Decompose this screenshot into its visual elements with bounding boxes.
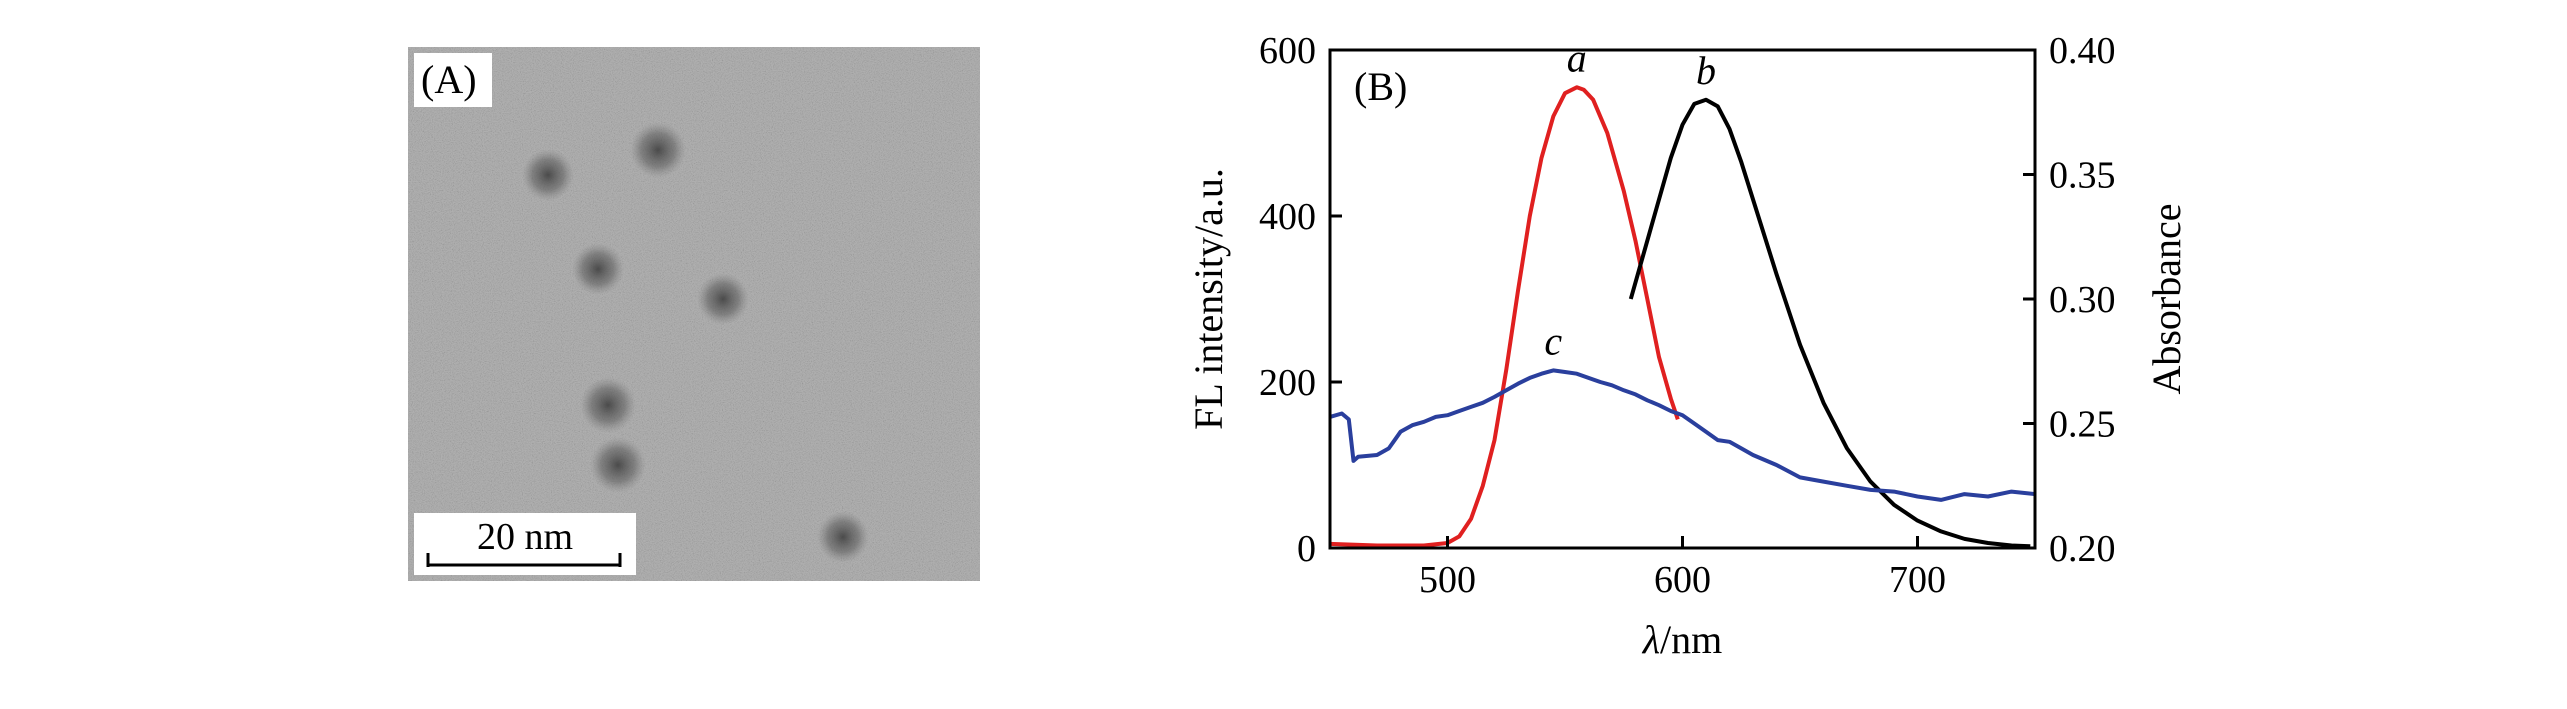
- panel-label-a: (A): [421, 57, 477, 102]
- x-tick-label: 700: [1889, 559, 1946, 601]
- series-b-line: [1628, 97, 2031, 549]
- scale-bar: [426, 553, 622, 567]
- y-tick-label: 400: [1259, 196, 1316, 238]
- y-tick-label: 0: [1297, 528, 1316, 570]
- nanoparticle: [590, 437, 646, 493]
- tem-micrograph-icon: (A) 20 nm: [408, 47, 980, 581]
- y2-tick-label: 0.20: [2049, 528, 2116, 570]
- y-tick-label: 200: [1259, 362, 1316, 404]
- x-axis-symbol: λ: [1642, 617, 1660, 662]
- y-tick-label: 600: [1259, 30, 1316, 72]
- nanoparticle: [817, 511, 869, 563]
- y-axis-title: FL intensity/a.u.: [1186, 168, 1231, 430]
- y2-tick-label: 0.25: [2049, 404, 2116, 446]
- spectra-chart: a b c 500 600 700 0 200 400 600 0.20 0.25 0.30 0.35 0…: [1186, 30, 2189, 662]
- nanoparticle: [572, 243, 624, 295]
- y2-axis-title: Absorbance: [2144, 203, 2189, 394]
- x-tick-label: 500: [1419, 559, 1476, 601]
- nanoparticle: [522, 149, 574, 201]
- series-b-label: b: [1696, 48, 1716, 93]
- tem-panel: (A) 20 nm: [408, 47, 980, 581]
- y2-tick-label: 0.30: [2049, 279, 2116, 321]
- nanoparticle: [630, 122, 686, 178]
- y2-tick-label: 0.35: [2049, 155, 2116, 197]
- series-c-line: [1329, 368, 2036, 502]
- nanoparticle: [580, 377, 636, 433]
- x-axis-unit: /nm: [1660, 617, 1722, 662]
- series-a-label: a: [1567, 35, 1587, 80]
- y2-tick-label: 0.40: [2049, 30, 2116, 72]
- spectra-chart-panel: a b c 500 600 700 0 200 400 600 0.20 0.25 0.30 0.35 0…: [1150, 20, 2210, 690]
- panel-label-box: [414, 53, 492, 107]
- nanoparticle: [697, 273, 749, 325]
- series-a-line: [1329, 85, 1680, 548]
- series-c-label: c: [1544, 318, 1562, 363]
- scale-bar-label: 20 nm: [477, 516, 573, 558]
- x-tick-label: 600: [1654, 559, 1711, 601]
- x-axis-title: λ/nm: [1642, 617, 1723, 662]
- panel-label-b: (B): [1354, 64, 1407, 109]
